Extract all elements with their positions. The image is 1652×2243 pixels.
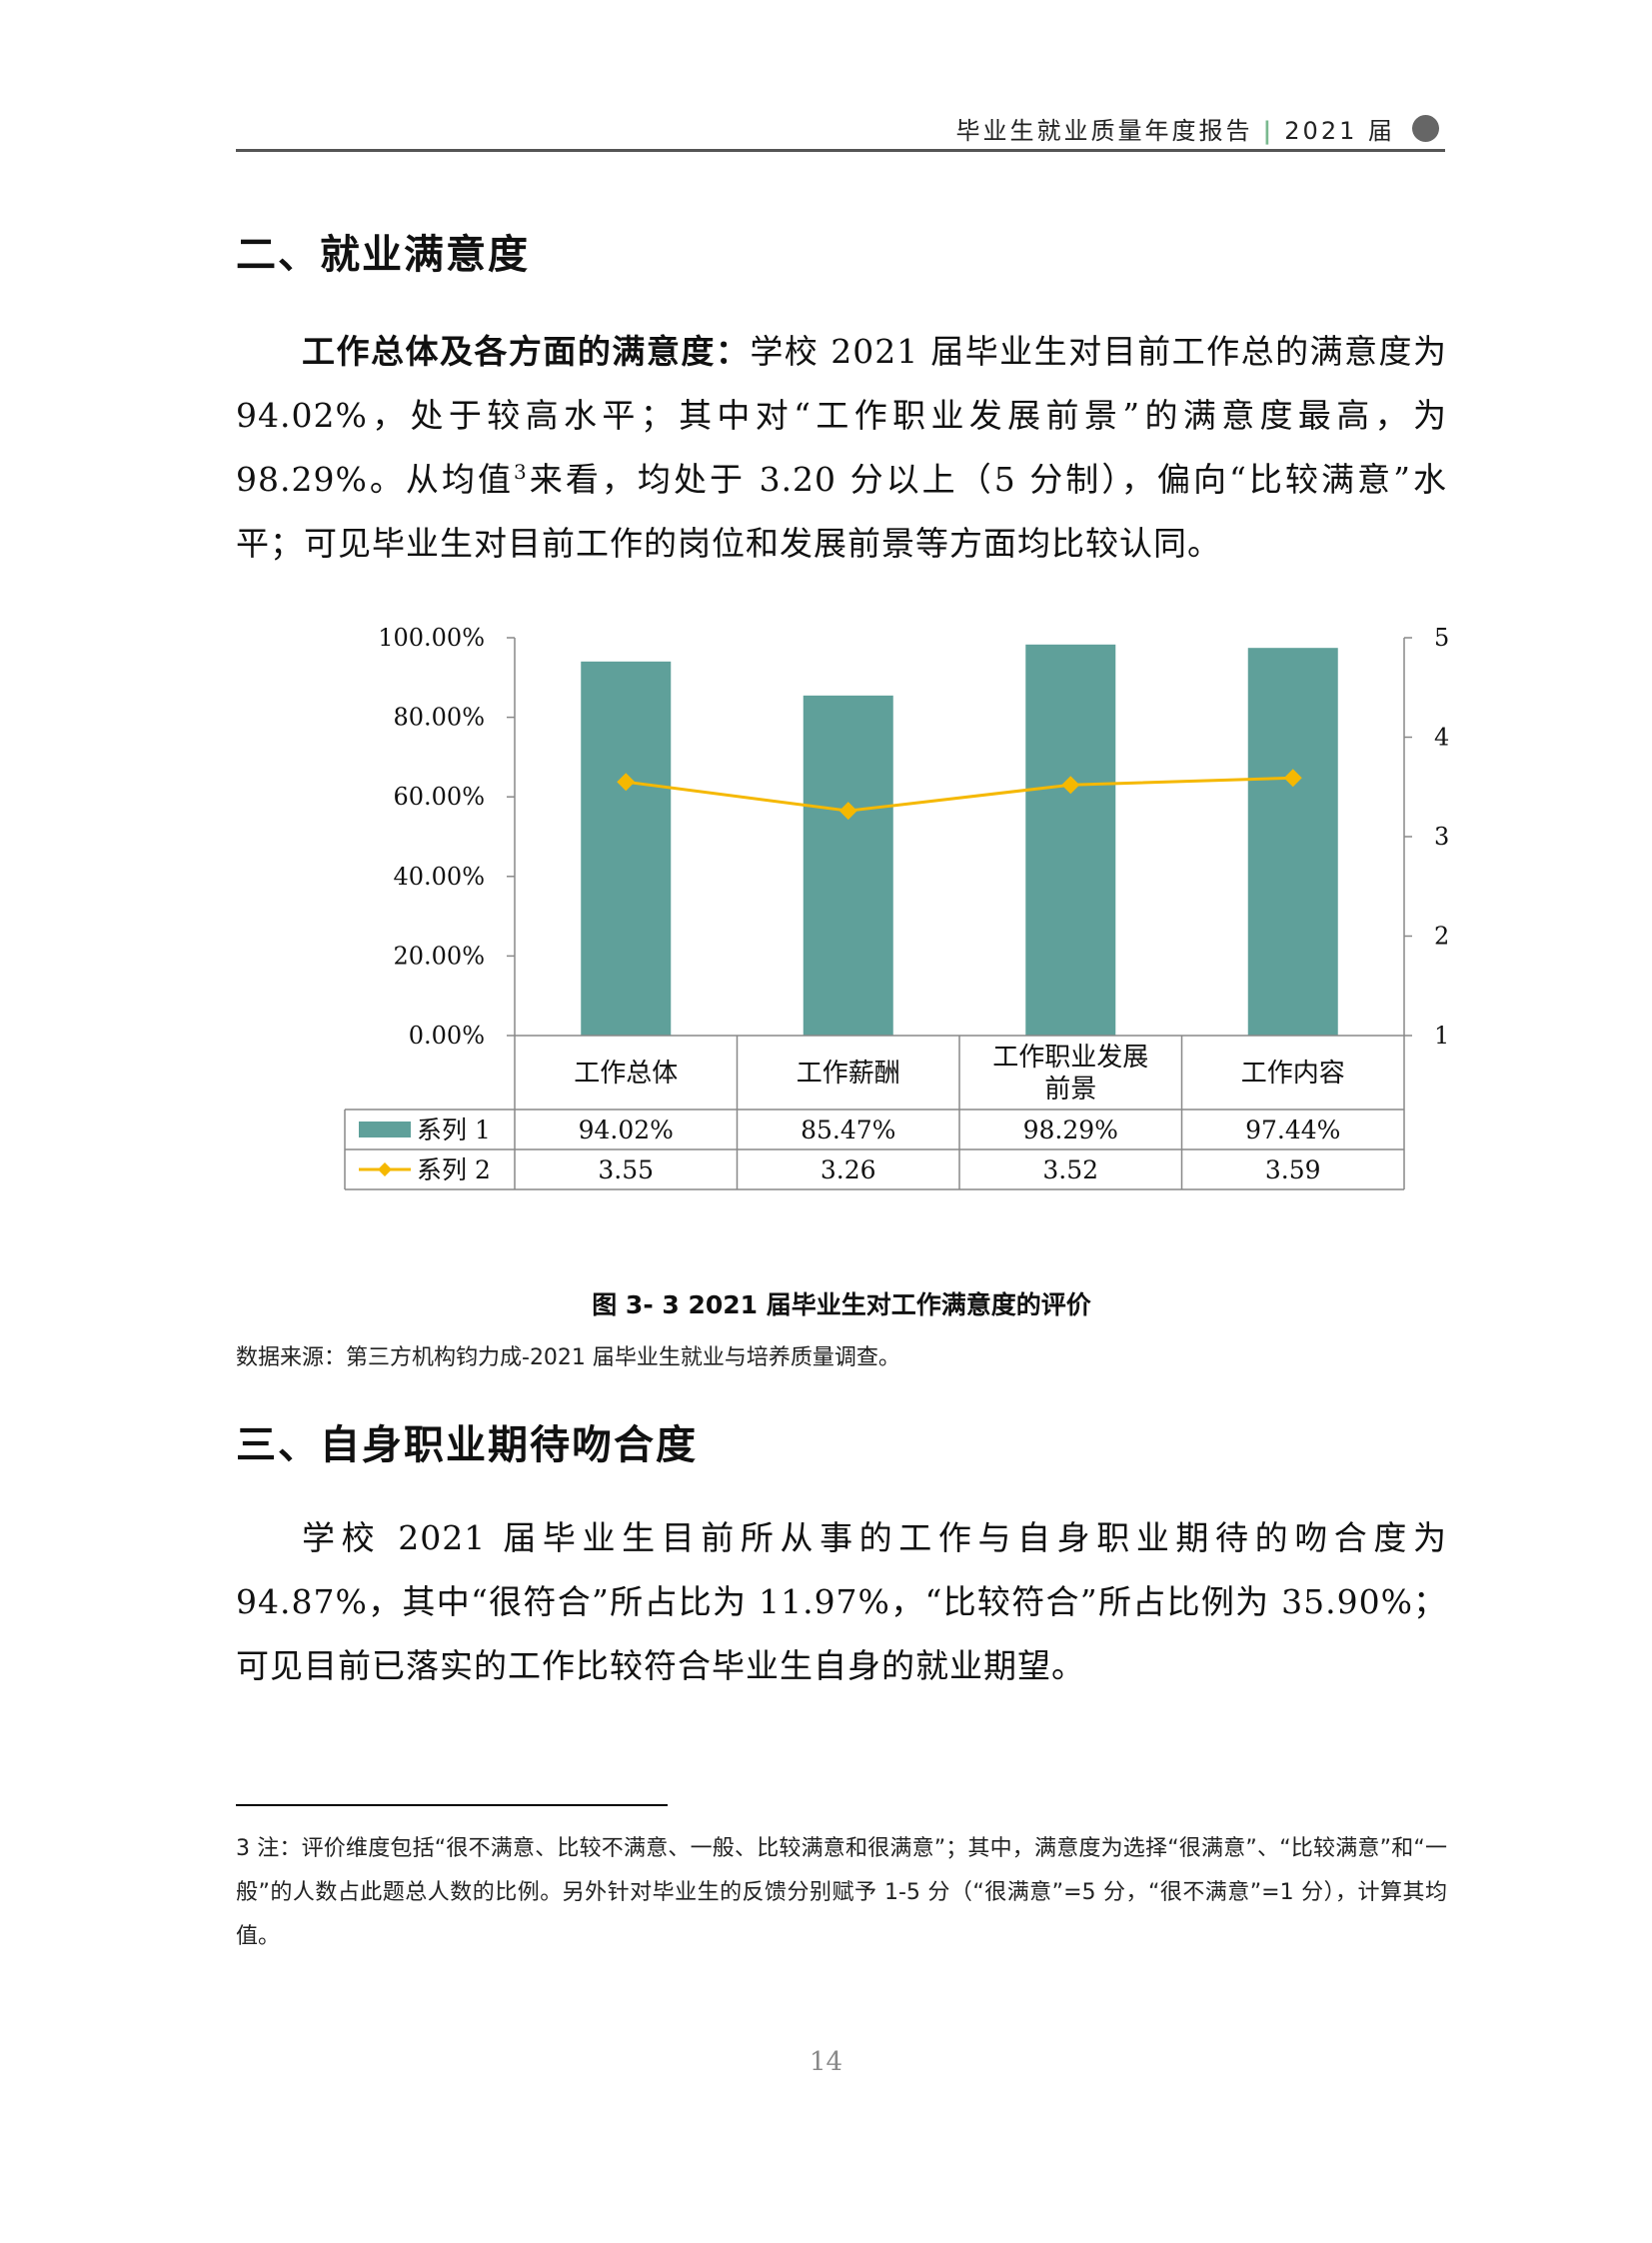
header-year: 2021 届 <box>1284 117 1395 145</box>
right-tick-label: 2.00 <box>1434 923 1449 951</box>
satisfaction-chart: 0.00% 20.00% 40.00% 60.00% 80.00% 100.00% 1.00… <box>344 624 1449 1190</box>
left-tick-label: 20.00% <box>393 942 485 970</box>
left-tick-label: 60.00% <box>393 783 485 811</box>
right-tick-label: 1.00 <box>1434 1022 1449 1050</box>
series-2-point-3 <box>1061 776 1080 795</box>
bar-2 <box>803 695 893 1036</box>
category-label-4: 工作内容 <box>1241 1059 1345 1089</box>
header-title: 毕业生就业质量年度报告 <box>955 117 1253 145</box>
section-3-title: 三、自身职业期待吻合度 <box>236 1422 698 1468</box>
category-label-2: 工作薪酬 <box>797 1059 900 1089</box>
footnote-ref: 3 <box>514 460 528 484</box>
series-2-line <box>626 776 1293 813</box>
series-2-point-4 <box>1283 769 1302 788</box>
section-2-text-a: 学校 2021 届毕业生对目前工作总的满意度为 94.02%，处于较高水平；其中… <box>236 332 1448 499</box>
legend-label-series-1: 系列 1 <box>417 1116 491 1144</box>
left-tick-label: 40.00% <box>393 863 485 891</box>
section-2-paragraph: 工作总体及各方面的满意度：学校 2021 届毕业生对目前工作总的满意度为 94.… <box>236 320 1447 576</box>
data-label-series-2-4: 3.59 <box>1265 1155 1321 1184</box>
data-label-series-2-2: 3.26 <box>821 1155 876 1184</box>
right-tick-label: 3.00 <box>1434 823 1449 851</box>
bar-3 <box>1025 644 1116 1036</box>
header-text: 毕业生就业质量年度报告 | 2021 届 <box>956 111 1395 146</box>
footnote: 3 注：评价维度包括“很不满意、比较不满意、一般、比较满意和很满意”；其中，满意… <box>236 1836 1447 1949</box>
category-label-1: 工作总体 <box>574 1059 678 1089</box>
page-header: 毕业生就业质量年度报告 | 2021 届 <box>236 103 1445 152</box>
section-2-text-b: 来看，均处于 3.20 分以上（5 分制），偏向“比较满意”水平；可见毕业生对目… <box>236 460 1447 563</box>
data-label-series-1-3: 98.29% <box>1023 1116 1118 1144</box>
data-label-series-2-1: 3.55 <box>598 1155 654 1184</box>
page-number: 14 <box>809 2047 843 2077</box>
section-2-title: 二、就业满意度 <box>236 232 530 278</box>
legend-key-marker <box>378 1162 392 1176</box>
figure-caption: 图 3- 3 2021 届毕业生对工作满意度的评价 <box>592 1290 1091 1319</box>
header-separator: | <box>1262 117 1275 145</box>
legend-key-series-1 <box>359 1122 411 1137</box>
data-label-series-2-3: 3.52 <box>1042 1155 1098 1184</box>
right-tick-label: 4.00 <box>1434 724 1449 752</box>
left-tick-label: 80.00% <box>393 704 485 732</box>
legend-label-series-2: 系列 2 <box>417 1155 491 1184</box>
data-label-series-1-2: 85.47% <box>801 1116 895 1144</box>
left-tick-label: 100.00% <box>378 624 485 652</box>
section-2-lead: 工作总体及各方面的满意度： <box>302 332 751 371</box>
footnote-divider <box>236 1804 668 1806</box>
section-3-paragraph: 学校 2021 届毕业生目前所从事的工作与自身职业期待的吻合度为 94.87%，… <box>236 1518 1447 1685</box>
bar-1 <box>581 661 672 1036</box>
series-2-point-1 <box>617 773 636 792</box>
right-tick-label: 5.00 <box>1434 624 1449 652</box>
bar-4 <box>1247 648 1338 1036</box>
data-label-series-1-1: 94.02% <box>579 1116 674 1144</box>
left-tick-label: 0.00% <box>409 1022 485 1050</box>
data-label-series-1-4: 97.44% <box>1245 1116 1340 1144</box>
header-dot-icon <box>1412 115 1439 142</box>
category-label-3: 工作职业发展 <box>992 1043 1148 1073</box>
category-label-3: 前景 <box>1044 1075 1096 1105</box>
figure-source: 数据来源：第三方机构钧力成-2021 届毕业生就业与培养质量调查。 <box>236 1345 900 1370</box>
series-2-point-2 <box>838 802 857 821</box>
